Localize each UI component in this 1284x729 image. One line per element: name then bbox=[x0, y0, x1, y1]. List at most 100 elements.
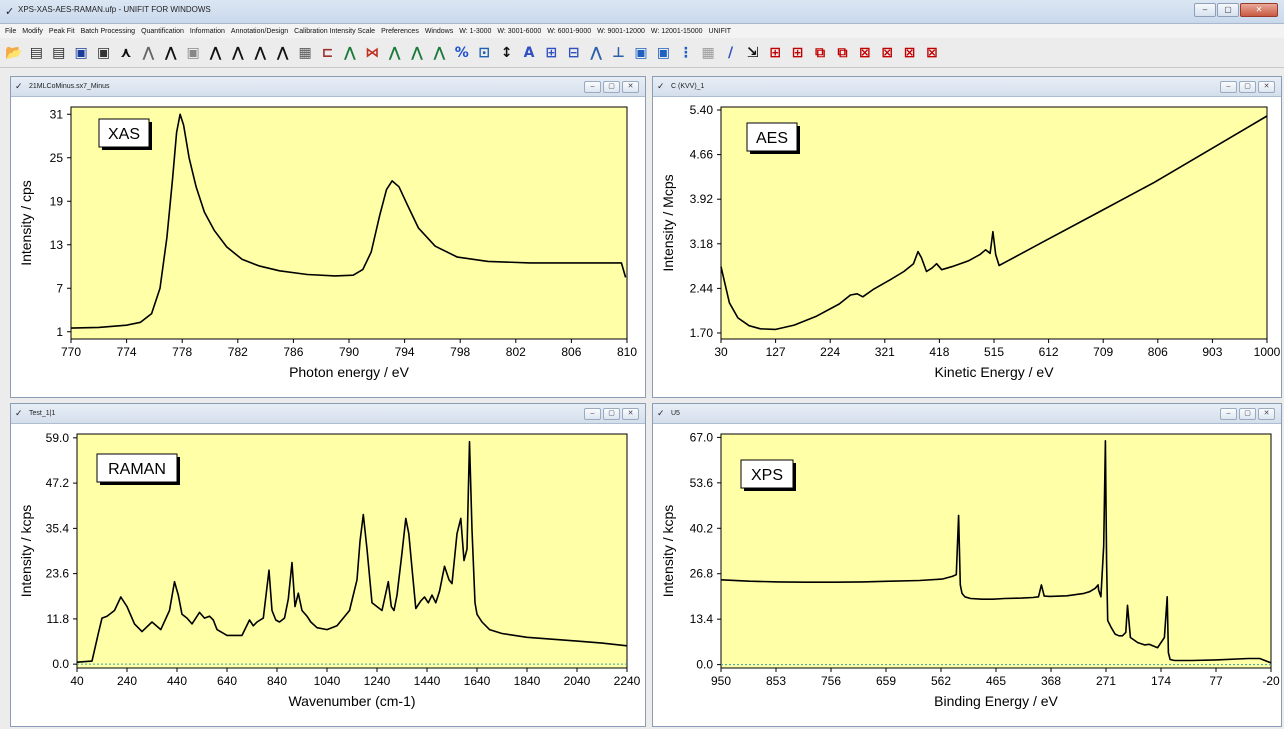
open-icon[interactable]: 📂 bbox=[5, 44, 23, 61]
plot-area[interactable] bbox=[70, 106, 628, 340]
menu-item-w-1-3000[interactable]: W: 1-3000 bbox=[459, 27, 492, 35]
y-tick-label: 53.6 bbox=[690, 476, 714, 490]
sub-close-button[interactable]: ✕ bbox=[622, 408, 639, 420]
sub-close-button[interactable]: ✕ bbox=[1258, 408, 1275, 420]
plot-area[interactable] bbox=[720, 433, 1272, 669]
plot-area[interactable] bbox=[720, 106, 1268, 340]
sub-minimize-button[interactable]: – bbox=[1220, 408, 1237, 420]
differentiation-icon[interactable]: ⋀ bbox=[411, 44, 423, 61]
spectrum-multi-icon[interactable]: ⋀ bbox=[276, 44, 289, 61]
menu-item-unifit[interactable]: UNIFIT bbox=[708, 27, 732, 35]
layout-icon[interactable]: ⋮ bbox=[678, 44, 693, 61]
window-caption-title: 21MLCoMinus.sx7_Minus bbox=[29, 83, 110, 90]
aes-icon[interactable]: ⋀ bbox=[590, 44, 603, 61]
percent-icon[interactable]: % bbox=[454, 44, 469, 61]
fermi-edge-icon[interactable]: ⊏ bbox=[321, 44, 334, 61]
tile-2-icon[interactable]: ⊞ bbox=[791, 44, 804, 61]
x-tick-label: 321 bbox=[875, 345, 895, 359]
aes-add-icon[interactable]: ⊥ bbox=[612, 44, 625, 61]
x-axis-label: Kinetic Energy / eV bbox=[934, 364, 1054, 380]
subwindow-controls: – ▢ ✕ bbox=[584, 408, 639, 420]
x-tick-label: 271 bbox=[1096, 674, 1116, 688]
close-s-icon[interactable]: ⊠ bbox=[926, 44, 938, 61]
y-tick-label: 23.6 bbox=[46, 567, 70, 581]
y-axis-label: Intensity / Mcps bbox=[660, 174, 676, 271]
save-icon[interactable]: ▣ bbox=[74, 44, 88, 61]
menu-item-quantification[interactable]: Quantification bbox=[141, 27, 184, 35]
menu-item-windows[interactable]: Windows bbox=[424, 27, 454, 35]
window-caption: ✓ C (KVV)_1 – ▢ ✕ bbox=[653, 77, 1281, 97]
close-all-2-icon[interactable]: ⊠ bbox=[881, 44, 894, 61]
annotation-icon[interactable]: A bbox=[523, 44, 535, 61]
ratio-icon[interactable]: / bbox=[727, 44, 734, 61]
x-tick-label: 465 bbox=[986, 674, 1006, 688]
energy-shift-icon[interactable]: ⋀ bbox=[343, 44, 356, 61]
sub-close-button[interactable]: ✕ bbox=[622, 81, 639, 93]
x-tick-label: 640 bbox=[217, 674, 237, 688]
spectrum-normalize-icon[interactable]: ▦ bbox=[298, 44, 312, 61]
menu-item-peak-fit[interactable]: Peak Fit bbox=[48, 27, 75, 35]
menu-item-file[interactable]: File bbox=[5, 27, 17, 35]
window-caption: ✓ U5 – ▢ ✕ bbox=[653, 404, 1281, 424]
save-ima-icon[interactable]: ▣ bbox=[96, 44, 111, 61]
menu-item-w-6001-9000[interactable]: W: 6001-9000 bbox=[547, 27, 592, 35]
subwindow-controls: – ▢ ✕ bbox=[1220, 81, 1275, 93]
menu-item-calibration-intensity-scale[interactable]: Calibration Intensity Scale bbox=[294, 27, 376, 35]
menu-item-preferences[interactable]: Preferences bbox=[381, 27, 419, 35]
blank-icon[interactable]: ▣ bbox=[186, 44, 200, 61]
close-sel-icon[interactable]: ⊠ bbox=[903, 44, 916, 61]
spectrum-add-icon[interactable]: ⋀ bbox=[232, 44, 244, 61]
peak-info-icon[interactable]: ⊡ bbox=[478, 44, 491, 61]
menu-item-w-12001-15000[interactable]: W: 12001-15000 bbox=[650, 27, 703, 35]
spectrum-subtract-icon[interactable]: ⋀ bbox=[254, 44, 267, 61]
delete-spectrum-icon[interactable]: ⋀ bbox=[142, 44, 155, 61]
y-tick-label: 26.8 bbox=[690, 567, 714, 581]
spectrum-compare-icon[interactable]: ⋀ bbox=[164, 44, 177, 61]
intensity-icon[interactable]: ↕ bbox=[500, 44, 513, 61]
x-tick-label: 562 bbox=[931, 674, 951, 688]
spectrum-window-icon: ✓ bbox=[657, 81, 665, 91]
menu-item-modify[interactable]: Modify bbox=[22, 27, 43, 35]
background-icon[interactable]: ⋈ bbox=[365, 44, 380, 61]
cursor-icon[interactable]: ⇲ bbox=[747, 44, 759, 61]
menu-item-annotation-design[interactable]: Annotation/Design bbox=[230, 27, 289, 35]
close-button[interactable]: ✕ bbox=[1240, 3, 1278, 17]
sub-minimize-button[interactable]: – bbox=[1220, 81, 1237, 93]
smoothing-icon[interactable]: ⋀ bbox=[388, 44, 401, 61]
minimize-button[interactable]: – bbox=[1194, 3, 1216, 17]
menu-item-w-3001-6000[interactable]: W: 3001-6000 bbox=[497, 27, 542, 35]
maximize-button[interactable]: ▢ bbox=[1217, 3, 1239, 17]
sub-maximize-button[interactable]: ▢ bbox=[1239, 408, 1256, 420]
x-tick-label: 1040 bbox=[314, 674, 341, 688]
y-tick-label: 0.0 bbox=[52, 657, 69, 671]
annotation-edit-icon[interactable]: ⊟ bbox=[567, 44, 580, 61]
close-all-icon[interactable]: ⊠ bbox=[858, 44, 871, 61]
sub-minimize-button[interactable]: – bbox=[584, 408, 601, 420]
sub-minimize-button[interactable]: – bbox=[584, 81, 601, 93]
menu-item-information[interactable]: Information bbox=[189, 27, 225, 35]
open-ima-icon[interactable]: ▤ bbox=[29, 44, 43, 61]
raman-chart: 40 240 440 640 840 1040 1240 1440 1640 1840 2040 22… bbox=[18, 431, 641, 709]
cascade-2-icon[interactable]: ⧉ bbox=[837, 44, 848, 61]
sub-maximize-button[interactable]: ▢ bbox=[1239, 81, 1256, 93]
annotation-list-icon[interactable]: ⊞ bbox=[545, 44, 558, 61]
sub-maximize-button[interactable]: ▢ bbox=[603, 408, 620, 420]
open-ima-multi-icon[interactable]: ▤ bbox=[52, 44, 66, 61]
des-save-icon[interactable]: ▣ bbox=[634, 44, 648, 61]
tile-1-icon[interactable]: ⊞ bbox=[769, 44, 782, 61]
x-tick-label: 810 bbox=[617, 345, 637, 359]
sub-maximize-button[interactable]: ▢ bbox=[603, 81, 620, 93]
spectrum-line bbox=[720, 115, 1268, 331]
cascade-icon[interactable]: ⧉ bbox=[815, 44, 826, 61]
y-tick-label: 5.40 bbox=[690, 103, 714, 117]
menu-item-batch-processing[interactable]: Batch Processing bbox=[80, 27, 136, 35]
satellite-icon[interactable]: ⋀ bbox=[433, 44, 446, 61]
xps-window: ✓ U5 – ▢ ✕ 950 853 756 659 562 465 368 271 174 77… bbox=[652, 403, 1282, 727]
spectrum-edit-icon[interactable]: ⋀ bbox=[209, 44, 222, 61]
menu-item-w-9001-12000[interactable]: W: 9001-12000 bbox=[597, 27, 645, 35]
grid-toggle-icon[interactable]: ▦ bbox=[701, 44, 715, 61]
add-spectrum-icon[interactable]: ⋏ bbox=[120, 44, 132, 61]
x-tick-label: 794 bbox=[395, 345, 415, 359]
des-open-icon[interactable]: ▣ bbox=[656, 44, 670, 61]
sub-close-button[interactable]: ✕ bbox=[1258, 81, 1275, 93]
